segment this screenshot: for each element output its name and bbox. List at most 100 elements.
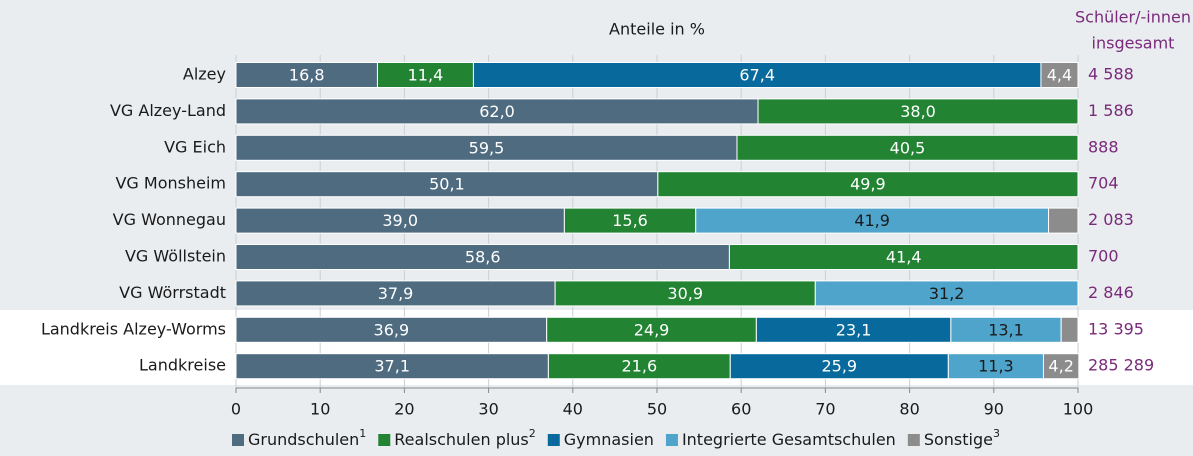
bar-segment — [472, 62, 1042, 88]
bar-segment — [376, 62, 474, 88]
value-label: 25,9 — [821, 357, 857, 376]
value-label: 15,6 — [612, 211, 648, 230]
bar-segment — [547, 353, 731, 380]
bar-segment — [235, 171, 659, 198]
legend-label: Realschulen plus2 — [394, 427, 536, 449]
category-label: VG Monsheim — [115, 174, 226, 193]
x-tick-label: 80 — [899, 400, 919, 419]
bar-segment — [695, 207, 1050, 234]
bar-segment — [235, 134, 738, 161]
bar-segment — [1048, 207, 1079, 234]
total-label: 704 — [1088, 174, 1119, 193]
x-tick-label: 10 — [310, 400, 330, 419]
bar-segment — [736, 134, 1079, 161]
legend-footnote: 2 — [529, 427, 536, 440]
value-label: 37,1 — [374, 357, 410, 376]
value-label: 40,5 — [890, 138, 926, 157]
total-label: 285 289 — [1088, 356, 1154, 375]
bar-segment — [235, 353, 549, 380]
value-label: 37,9 — [378, 284, 414, 303]
value-label: 39,0 — [382, 211, 418, 230]
total-label: 2 846 — [1088, 283, 1134, 302]
x-tick-label: 0 — [231, 400, 241, 419]
legend-swatch — [907, 434, 920, 446]
bar-segment — [554, 280, 816, 307]
totals-title: insgesamt — [1092, 34, 1175, 53]
category-label: VG Wonnegau — [113, 210, 226, 229]
value-label: 4,2 — [1048, 357, 1073, 376]
bar-segment — [235, 280, 556, 307]
bar-segment — [546, 316, 757, 343]
total-label: 1 586 — [1088, 101, 1134, 120]
value-label: 31,2 — [929, 284, 965, 303]
value-label: 23,1 — [836, 320, 872, 339]
legend-name: Gymnasien — [564, 430, 654, 449]
bar-segment — [729, 353, 949, 380]
category-label: Alzey — [183, 65, 226, 84]
value-label: 62,0 — [479, 102, 515, 121]
legend-name: Realschulen plus — [394, 430, 529, 449]
value-label: 41,4 — [886, 248, 922, 267]
value-label: 24,9 — [634, 320, 670, 339]
bar-segment — [728, 244, 1079, 270]
value-label: 16,8 — [289, 66, 325, 85]
value-label: 30,9 — [667, 284, 703, 303]
total-label: 2 083 — [1088, 210, 1134, 229]
x-tick-label: 90 — [984, 400, 1004, 419]
value-label: 36,9 — [374, 320, 410, 339]
value-label: 59,5 — [469, 138, 505, 157]
value-label: 67,4 — [739, 66, 775, 85]
bar-segment — [1042, 353, 1080, 380]
legend-swatch — [547, 434, 560, 446]
legend-label: Sonstige3 — [924, 427, 1000, 449]
value-label: 11,4 — [408, 66, 444, 85]
value-label: 50,1 — [429, 175, 465, 194]
legend-footnote: 3 — [993, 427, 1000, 440]
bar-segment — [235, 316, 548, 343]
legend-label: Integrierte Gesamtschulen — [682, 430, 896, 449]
legend-swatch — [232, 434, 244, 446]
bar-segment — [657, 171, 1079, 198]
legend-label: Gymnasien — [564, 430, 654, 449]
x-tick-label: 100 — [1063, 400, 1094, 419]
value-label: 21,6 — [622, 357, 658, 376]
x-tick-label: 30 — [478, 400, 498, 419]
bar-segment — [1040, 62, 1079, 88]
total-label: 888 — [1088, 137, 1119, 156]
category-label: Landkreis Alzey-Worms — [41, 319, 226, 338]
legend-name: Integrierte Gesamtschulen — [682, 430, 896, 449]
legend-name: Grundschulen — [248, 430, 359, 449]
bar-segment — [757, 98, 1079, 125]
bar-segment — [235, 207, 565, 234]
category-label: Landkreise — [139, 356, 226, 375]
legend-label: Grundschulen1 — [248, 427, 366, 449]
total-label: 700 — [1088, 247, 1119, 266]
x-tick-label: 20 — [394, 400, 414, 419]
total-label: 13 395 — [1088, 319, 1144, 338]
legend-swatch — [665, 434, 678, 446]
value-label: 11,3 — [978, 357, 1014, 376]
x-tick-label: 60 — [731, 400, 751, 419]
value-label: 49,9 — [850, 175, 886, 194]
x-tick-label: 70 — [815, 400, 835, 419]
bar-segment — [235, 98, 759, 125]
bar-segment — [563, 207, 697, 234]
category-label: VG Wöllstein — [125, 247, 226, 266]
chart-title: Anteile in % — [609, 20, 705, 39]
legend-footnote: 1 — [359, 427, 366, 440]
category-label: VG Wörrstadt — [119, 283, 226, 302]
legend-swatch — [378, 434, 391, 446]
value-label: 41,9 — [854, 211, 890, 230]
value-label: 58,6 — [465, 248, 501, 267]
bar-segment — [814, 280, 1079, 307]
bar-segment — [1060, 316, 1079, 343]
x-tick-label: 40 — [563, 400, 583, 419]
totals-title: Schüler/-innen — [1075, 8, 1191, 27]
value-label: 38,0 — [900, 102, 936, 121]
category-label: VG Eich — [164, 137, 226, 156]
value-label: 13,1 — [988, 320, 1024, 339]
value-label: 4,4 — [1047, 66, 1072, 85]
legend-name: Sonstige — [924, 430, 993, 449]
